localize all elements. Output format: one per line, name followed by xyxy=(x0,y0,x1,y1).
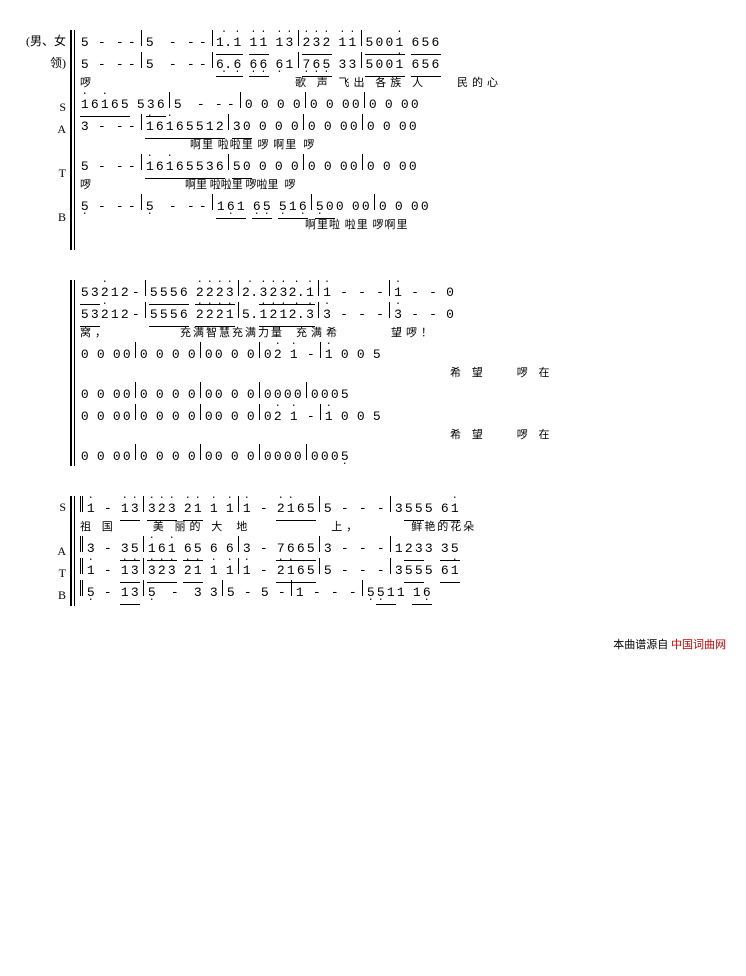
soprano-lyric: 希 望 啰 在 xyxy=(80,364,726,382)
lyric-text: 希 望 xyxy=(450,426,487,444)
label-spacer xyxy=(20,74,66,96)
system-bracket-2 xyxy=(74,30,76,250)
lyric-text: 民的心 xyxy=(457,74,502,92)
lyric-text: 啰 xyxy=(303,136,318,154)
system-2: 53212- 55562223 2.3232.1 1--- 1--0 53212… xyxy=(20,280,726,466)
tenor-line: 0000 0000 0000 021- 1005 xyxy=(80,404,726,426)
lyric-text: 啰 在 xyxy=(517,364,554,382)
label-a: A xyxy=(20,118,66,140)
tenor-line: 1-13 3232111 1-2165 5--- 355561 xyxy=(80,558,726,580)
tenor-line: 5--- 16165536 50000 0000 0000 xyxy=(80,154,726,176)
staves-2: 53212- 55562223 2.3232.1 1--- 1--0 53212… xyxy=(80,280,726,466)
label-a: A xyxy=(20,540,66,562)
bass-lyric: 啊里啦 啦里 啰啊里 xyxy=(80,216,726,234)
part-labels-2 xyxy=(20,280,70,466)
soprano-line: 16165536 5--- 0000 0000 0000 xyxy=(80,92,726,114)
footer-site: 中国词曲网 xyxy=(671,639,726,651)
alto-line: 3--- 16165512 30000 0000 0000 xyxy=(80,114,726,136)
label-s: S xyxy=(20,96,66,118)
lyric-text: 祖 国 xyxy=(80,518,117,536)
system-bracket xyxy=(70,280,72,466)
label-b: B xyxy=(20,584,66,606)
tenor-lyric: 希 望 啰 在 xyxy=(80,426,726,444)
part-labels-1: (男、女 领) S A T B xyxy=(20,30,70,250)
page-footer: 本曲谱源自 中国词曲网 xyxy=(20,636,726,652)
bass-line: 5--- 5--- 16165516 50000 0000 xyxy=(80,194,726,216)
staves-3: 1-13 3232111 1-2165 5--- 355561 祖 国 美 丽的… xyxy=(80,496,726,606)
lead-line-2: 53212- 55562221 5.1212.3 3--- 3--0 xyxy=(80,302,726,324)
footer-prefix: 本曲谱源自 xyxy=(613,639,668,651)
label-spacer xyxy=(20,140,66,162)
staves-1: 5--- 5--- 1.11113 23211 5001656 5--- 5--… xyxy=(80,30,726,250)
label-spacer xyxy=(20,228,66,250)
soprano-line: 0000 0000 0000 021- 1005 xyxy=(80,342,726,364)
label-b: B xyxy=(20,206,66,228)
bass-line: 0000 0000 0000 0000 0005 xyxy=(80,444,726,466)
lyric-text: 啰 xyxy=(285,176,300,194)
alto-line: 0000 0000 0000 0000 0005 xyxy=(80,382,726,404)
lyric-text: 啰 在 xyxy=(517,426,554,444)
part-labels-3: S A T B xyxy=(20,496,70,606)
label-t: T xyxy=(20,162,66,184)
lyric-text: 啰 xyxy=(80,176,95,194)
lyric-text: 地 xyxy=(236,518,251,536)
system-bracket xyxy=(70,30,72,250)
label-t: T xyxy=(20,562,66,584)
bass-line: 5-13 5-33 5-5- 1--- 551116 xyxy=(80,580,726,602)
system-bracket-2 xyxy=(74,496,76,606)
system-3: S A T B 1-13 3232111 1-2165 5--- 355561 … xyxy=(20,496,726,606)
system-1: (男、女 领) S A T B 5--- 5--- 1.11113 23211 … xyxy=(20,30,726,250)
lead-line-2: 5--- 5--- 6.66661 76533 5001656 xyxy=(80,52,726,74)
label-lead: (男、女 领) xyxy=(20,30,66,74)
label-spacer xyxy=(20,518,66,540)
label-spacer xyxy=(20,184,66,206)
soprano-line: 1-13 3232111 1-2165 5--- 355561 xyxy=(80,496,726,518)
system-bracket xyxy=(70,496,72,606)
lyric-text: 望啰！ xyxy=(391,324,436,342)
system-bracket-2 xyxy=(74,280,76,466)
lyric-text: 希 望 xyxy=(450,364,487,382)
label-s: S xyxy=(20,496,66,518)
lyric-text: 上， xyxy=(331,518,361,536)
